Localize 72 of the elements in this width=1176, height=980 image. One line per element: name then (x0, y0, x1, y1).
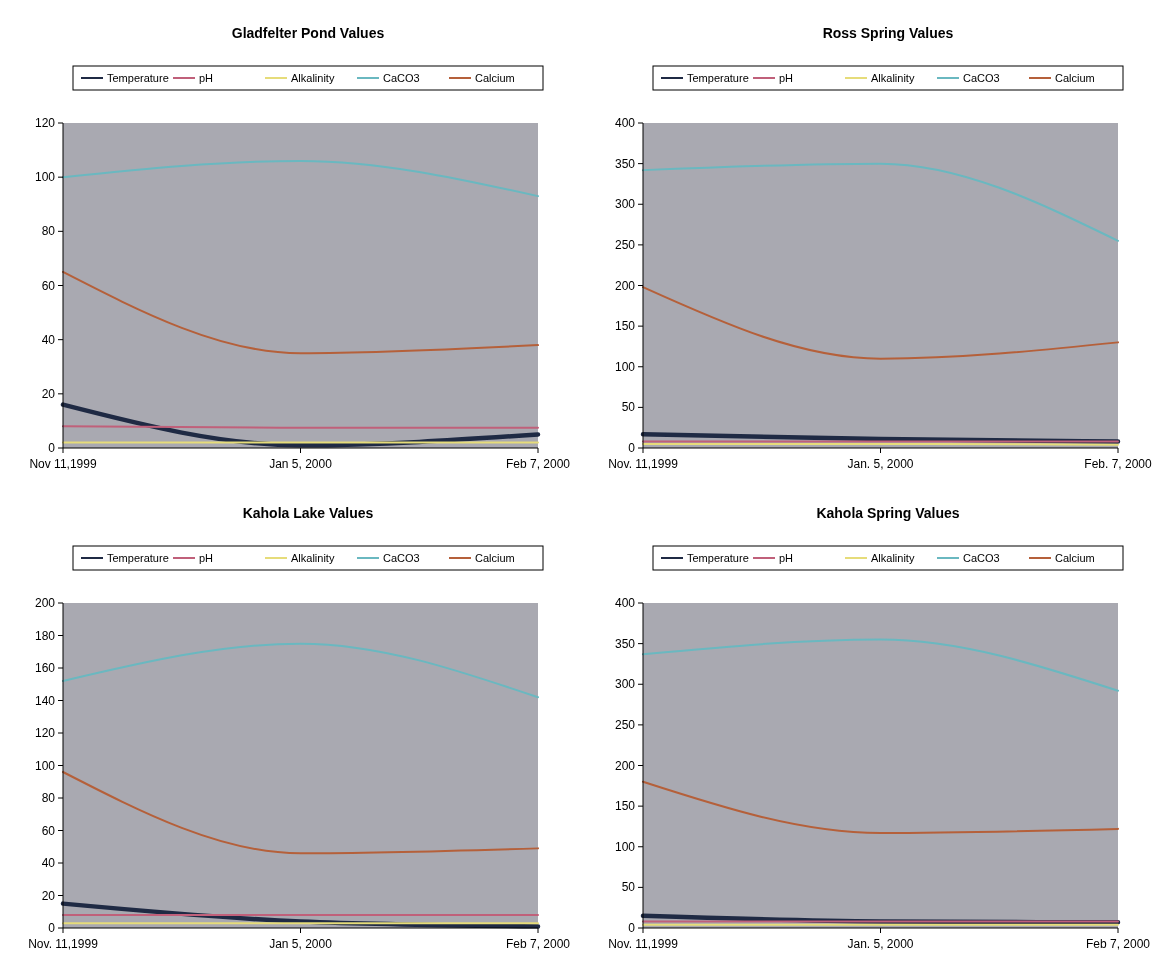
y-tick-label: 300 (614, 197, 636, 212)
x-tick-label: Jan 5, 2000 (269, 937, 333, 951)
x-tick-label: Feb 7, 2000 (505, 457, 571, 471)
x-tick-label: Nov. 11,1999 (28, 937, 99, 951)
legend-label: Calcium (475, 552, 515, 564)
legend-label: CaCO3 (963, 72, 1000, 84)
y-tick-label: 40 (41, 332, 56, 347)
y-tick-label: 40 (41, 856, 56, 870)
y-tick-label: 100 (614, 359, 636, 374)
y-tick-label: 60 (41, 823, 56, 838)
y-tick-label: 150 (614, 319, 636, 334)
legend-label: pH (779, 72, 794, 84)
y-tick-label: 0 (628, 441, 636, 455)
legend-label: Temperature (107, 72, 169, 84)
x-tick-label: Feb. 7, 2000 (1084, 457, 1153, 471)
y-tick-label: 350 (614, 156, 636, 171)
legend-label: Calcium (1055, 552, 1095, 564)
x-tick-label: Nov. 11,1999 (608, 457, 679, 471)
legend-label: Alkalinity (291, 552, 335, 564)
y-tick-label: 20 (41, 386, 56, 401)
legend-label: Temperature (687, 552, 749, 564)
y-tick-label: 300 (614, 677, 636, 692)
legend-label: CaCO3 (383, 72, 420, 84)
y-tick-label: 100 (34, 170, 56, 185)
legend-label: Calcium (475, 72, 515, 84)
y-tick-label: 180 (34, 628, 56, 643)
legend-label: Alkalinity (291, 72, 335, 84)
y-tick-label: 80 (41, 791, 56, 805)
y-tick-label: 150 (614, 799, 636, 814)
y-tick-label: 200 (614, 278, 636, 293)
y-tick-label: 20 (41, 888, 56, 903)
y-tick-label: 0 (628, 921, 636, 935)
chart-title: Kahola Spring Values (816, 505, 960, 521)
x-tick-label: Nov 11,1999 (29, 457, 97, 471)
chart-title: Kahola Lake Values (242, 505, 374, 521)
y-tick-label: 120 (34, 116, 56, 130)
y-tick-label: 100 (34, 758, 56, 773)
x-tick-label: Jan 5, 2000 (269, 457, 333, 471)
legend-label: Temperature (107, 552, 169, 564)
legend-label: pH (779, 552, 794, 564)
y-tick-label: 350 (614, 636, 636, 651)
y-tick-label: 200 (614, 758, 636, 773)
x-tick-label: Nov. 11,1999 (608, 937, 679, 951)
y-tick-label: 400 (614, 596, 636, 610)
chart-title: Ross Spring Values (822, 25, 954, 41)
y-tick-label: 120 (34, 726, 56, 740)
x-tick-label: Feb 7, 2000 (505, 937, 571, 951)
x-tick-label: Jan. 5, 2000 (847, 457, 914, 471)
y-tick-label: 0 (48, 441, 56, 455)
y-tick-label: 250 (614, 237, 636, 252)
y-tick-label: 100 (614, 839, 636, 854)
x-tick-label: Feb 7, 2000 (1085, 937, 1151, 951)
x-tick-label: Jan. 5, 2000 (847, 937, 914, 951)
legend-label: Alkalinity (871, 72, 915, 84)
y-tick-label: 140 (34, 693, 56, 708)
chart-title: Gladfelter Pond Values (231, 25, 385, 41)
y-tick-label: 50 (621, 400, 636, 415)
y-tick-label: 80 (41, 224, 56, 239)
y-tick-label: 400 (614, 116, 636, 130)
legend-label: pH (199, 72, 214, 84)
legend-label: CaCO3 (383, 552, 420, 564)
y-tick-label: 60 (41, 278, 56, 293)
legend-label: Temperature (687, 72, 749, 84)
y-tick-label: 0 (48, 921, 56, 935)
y-tick-label: 50 (621, 880, 636, 895)
legend-label: Alkalinity (871, 552, 915, 564)
y-tick-label: 250 (614, 717, 636, 732)
y-tick-label: 160 (34, 661, 56, 675)
legend-label: Calcium (1055, 72, 1095, 84)
legend-label: pH (199, 552, 214, 564)
y-tick-label: 200 (34, 596, 56, 610)
legend-label: CaCO3 (963, 552, 1000, 564)
